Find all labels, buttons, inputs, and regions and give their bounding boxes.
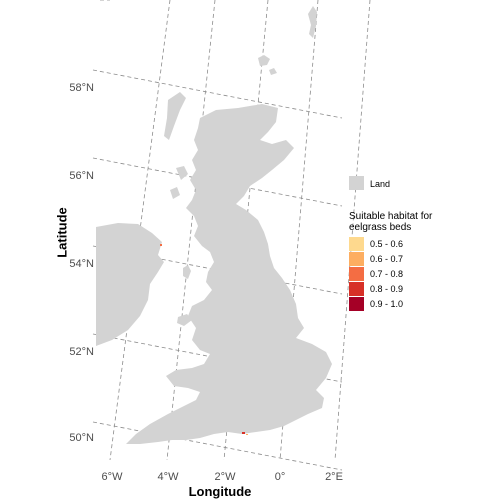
habitat-legend-label: 0.7 - 0.8: [370, 269, 404, 279]
outer-hebrides: [164, 92, 186, 140]
ytick-label: 56°N: [69, 170, 94, 182]
habitat-legend-label: 0.9 - 1.0: [370, 299, 404, 309]
anglesey: [177, 314, 192, 326]
ytick-label: 52°N: [69, 346, 94, 358]
habitat-cell: [246, 434, 248, 435]
graticule-lat-50: [92, 421, 343, 471]
isle-of-man: [183, 265, 191, 279]
habitat-legend-key: [349, 237, 364, 251]
habitat-legend-title-line1: Suitable habitat for: [349, 211, 433, 222]
habitat-legend-key: [349, 252, 364, 266]
habitat-legend-title-line2: eelgrass beds: [349, 222, 412, 233]
inner-hebrides: [170, 166, 188, 199]
xtick-label: 4°W: [157, 471, 179, 483]
habitat-legend-title: Suitable habitat for eelgrass beds: [349, 211, 469, 233]
land: [96, 6, 332, 444]
xtick-label: 0°: [274, 471, 286, 483]
habitat-cells: [160, 244, 248, 435]
x-axis-title: Longitude: [188, 484, 252, 499]
habitat-legend-key: [349, 297, 364, 311]
habitat-legend-label: 0.6 - 0.7: [370, 254, 404, 264]
habitat-cell: [160, 244, 162, 246]
land-legend-label: Land: [370, 179, 391, 189]
shetland-islands: [308, 6, 317, 38]
land-legend-key: [349, 176, 364, 190]
habitat-cell: [242, 432, 245, 434]
habitat-legend-key: [349, 282, 364, 296]
ytick-label: 50°N: [69, 432, 94, 444]
graticule-lat-58: [92, 69, 343, 119]
habitat-legend-key: [349, 267, 364, 281]
xtick-label: 2°E: [325, 471, 343, 483]
xtick-label: 2°W: [214, 471, 236, 483]
great-britain-landmass: [126, 104, 332, 444]
habitat-legend-label: 0.8 - 0.9: [370, 284, 404, 294]
ireland-landmass: [96, 223, 164, 346]
orkney-islands: [258, 55, 277, 75]
xtick-label: 6°W: [101, 471, 123, 483]
ytick-label: 58°N: [69, 82, 94, 94]
y-axis-title: Latitude: [54, 207, 70, 258]
ytick-label: 54°N: [69, 258, 94, 270]
habitat-legend-label: 0.5 - 0.6: [370, 239, 404, 249]
